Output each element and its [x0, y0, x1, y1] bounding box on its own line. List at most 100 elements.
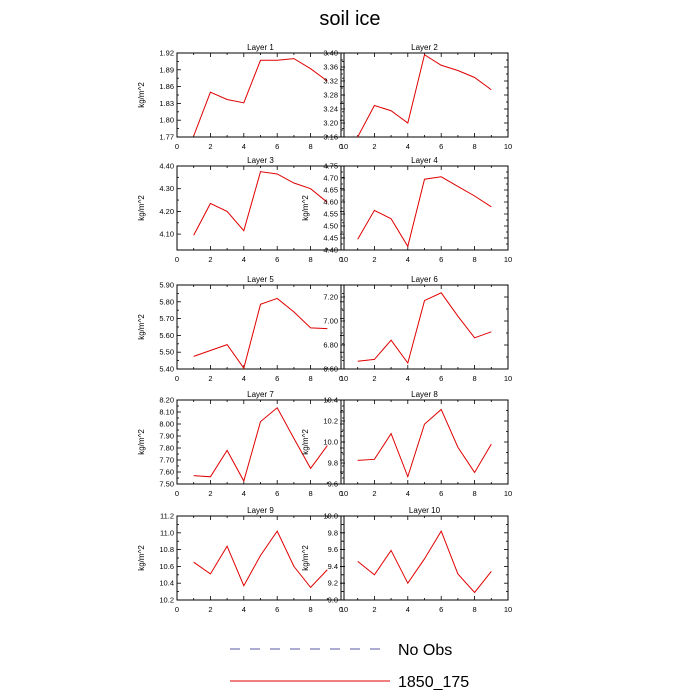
x-tick-label: 10	[340, 142, 348, 151]
y-tick-label: 1.86	[159, 82, 174, 91]
y-axis-label: kg/m^2	[137, 314, 146, 340]
y-axis-label: kg/m^2	[137, 545, 146, 571]
x-tick-label: 2	[372, 605, 376, 614]
y-axis-label: kg/m^2	[137, 82, 146, 108]
y-tick-label: 10.2	[159, 596, 174, 605]
y-tick-label: 1.89	[159, 65, 174, 74]
x-tick-label: 2	[372, 142, 376, 151]
x-tick-label: 2	[208, 605, 212, 614]
x-tick-label: 6	[275, 255, 279, 264]
subplot-layer-2: Layer 20 2 4 6 8 103.163.203.243.283.323.363.…	[323, 43, 512, 151]
plot-frame	[176, 52, 345, 138]
series-line-1850_175	[193, 407, 328, 483]
x-tick-label: 2	[372, 255, 376, 264]
x-tick-label: 6	[275, 142, 279, 151]
y-tick-label: 7.80	[159, 444, 174, 453]
x-tick-label: 10	[504, 605, 512, 614]
x-tick-label: 8	[309, 605, 313, 614]
y-tick-label: 4.40	[159, 162, 174, 171]
series-line-1850_175	[193, 530, 328, 589]
y-tick-label: 7.90	[159, 432, 174, 441]
y-tick-label: 4.30	[159, 184, 174, 193]
x-tick-label: 2	[372, 374, 376, 383]
series-line-1850_175	[357, 408, 492, 479]
x-tick-label: 6	[439, 142, 443, 151]
y-axis-label: kg/m^2	[137, 429, 146, 455]
figure-title: soil ice	[319, 8, 381, 30]
y-tick-label: 4.70	[323, 174, 338, 183]
x-tick-label: 8	[309, 489, 313, 498]
x-tick-label: 8	[309, 255, 313, 264]
x-tick-label: 0	[339, 374, 343, 383]
x-tick-label: 8	[473, 489, 477, 498]
subplot-layer-10: Layer 100 2 4 6 8 109.09.29.49.69.810.0kg/m^2	[301, 506, 512, 614]
subplot-layer-8: Layer 80 2 4 6 8 109.69.810.010.210.4kg/m^2	[301, 390, 512, 498]
plot-frame	[176, 165, 345, 251]
x-tick-label: 2	[208, 489, 212, 498]
y-axis-label: kg/m^2	[137, 195, 146, 221]
y-tick-label: 8.10	[159, 408, 174, 417]
x-tick-label: 6	[439, 255, 443, 264]
series-line-1850_175	[193, 297, 328, 370]
x-tick-label: 4	[406, 605, 410, 614]
y-tick-label: 4.65	[323, 186, 338, 195]
x-tick-label: 6	[439, 374, 443, 383]
y-tick-label: 5.70	[159, 314, 174, 323]
x-tick-label: 8	[309, 142, 313, 151]
y-tick-label: 8.00	[159, 420, 174, 429]
x-tick-label: 10	[504, 142, 512, 151]
x-tick-label: 0	[339, 605, 343, 614]
subplot-layer-3: Layer 3 0 2 4 6 8 10 4.10 4.20 4.30 4.40 kg/m^2	[137, 156, 348, 264]
x-tick-label: 10	[504, 374, 512, 383]
y-tick-label: 7.60	[159, 468, 174, 477]
legend-label: No Obs	[398, 642, 452, 659]
plot-frame	[176, 399, 345, 485]
y-tick-label: 7.00	[323, 317, 338, 326]
y-tick-label: 9.2	[328, 579, 338, 588]
y-tick-label: 5.90	[159, 281, 174, 290]
y-axis-label: kg/m^2	[301, 429, 310, 455]
subplot-title: Layer 5	[247, 275, 274, 284]
y-tick-label: 4.45	[323, 234, 338, 243]
x-tick-label: 4	[406, 255, 410, 264]
subplot-layer-5: Layer 5 0 2 4 6 8 10 5.40 5.50 5.60 5.70 5.80 5.90 kg…	[137, 275, 348, 383]
series-line-1850_175	[193, 171, 328, 236]
subplot-layer-6: Layer 60 2 4 6 8 106.606.807.007.20	[323, 275, 512, 383]
y-tick-label: 4.55	[323, 210, 338, 219]
y-tick-label: 5.80	[159, 297, 174, 306]
plot-frame	[340, 52, 509, 138]
subplot-title: Layer 1	[247, 43, 274, 52]
y-tick-label: 9.8	[328, 528, 338, 537]
subplot-layer-1: Layer 1 0 2 4 6 8 10 1.77 1.80 1.83 1.86 1.89 1.92 kg…	[137, 43, 348, 151]
y-axis-label: kg/m^2	[301, 195, 310, 221]
y-tick-label: 4.50	[323, 222, 338, 231]
x-tick-label: 2	[372, 489, 376, 498]
y-tick-label: 10.4	[323, 396, 338, 405]
y-tick-label: 7.20	[323, 293, 338, 302]
y-tick-label: 3.28	[323, 91, 338, 100]
x-tick-label: 0	[175, 255, 179, 264]
legend-label: 1850_175	[398, 674, 469, 691]
y-axis-label: kg/m^2	[301, 545, 310, 571]
x-tick-label: 4	[406, 374, 410, 383]
y-tick-label: 10.4	[159, 579, 174, 588]
x-tick-label: 8	[473, 605, 477, 614]
subplot-title: Layer 9	[247, 506, 274, 515]
y-tick-label: 5.40	[159, 365, 174, 374]
y-tick-label: 10.8	[159, 545, 174, 554]
x-tick-label: 8	[473, 142, 477, 151]
y-tick-label: 9.8	[328, 459, 338, 468]
subplot-title: Layer 10	[409, 506, 441, 515]
x-tick-label: 4	[406, 142, 410, 151]
y-tick-label: 1.80	[159, 116, 174, 125]
plot-frame	[340, 399, 509, 485]
subplot-title: Layer 6	[411, 275, 438, 284]
subplot-title: Layer 3	[247, 156, 274, 165]
x-tick-label: 6	[439, 489, 443, 498]
plot-frame	[176, 284, 345, 370]
x-tick-label: 4	[242, 374, 246, 383]
subplot-title: Layer 8	[411, 390, 438, 399]
x-tick-label: 0	[175, 374, 179, 383]
